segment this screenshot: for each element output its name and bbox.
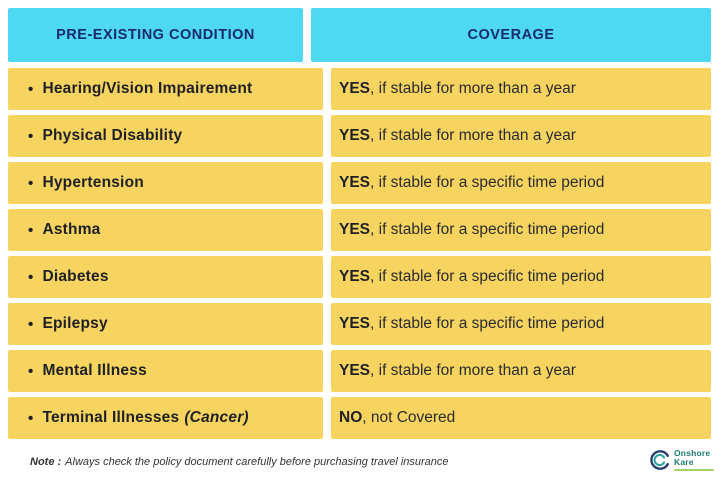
note-label: Note : (30, 456, 62, 468)
coverage-detail: , if stable for more than a year (370, 127, 576, 144)
condition-cell: • Epilepsy (8, 303, 323, 345)
condition-cell: • Asthma (8, 209, 323, 251)
coverage-cell: YES , if stable for more than a year (331, 115, 711, 157)
bullet-icon: • (28, 409, 34, 427)
condition-suffix: (Cancer) (184, 409, 249, 426)
footer-note: Note : Always check the policy document c… (30, 456, 449, 468)
bullet-icon: • (28, 174, 34, 192)
coverage-answer: YES (339, 174, 371, 191)
coverage-cell: NO , not Covered (331, 397, 711, 439)
logo-line2: Kare (674, 457, 694, 468)
table-header-row: PRE-EXISTING CONDITION COVERAGE (8, 8, 711, 62)
condition-cell: • Hypertension (8, 162, 323, 204)
coverage-cell: YES , if stable for a specific time peri… (331, 209, 711, 251)
coverage-detail: , if stable for a specific time period (370, 268, 605, 285)
bullet-icon: • (28, 127, 34, 145)
condition-label: Epilepsy (42, 315, 108, 332)
condition-cell: • Physical Disability (8, 115, 323, 157)
condition-cell: • Hearing/Vision Impairement (8, 68, 323, 110)
coverage-detail: , if stable for a specific time period (370, 315, 605, 332)
logo-line1: Onshore (674, 448, 711, 459)
coverage-detail: , if stable for a specific time period (370, 174, 605, 191)
coverage-detail: , if stable for more than a year (370, 362, 576, 379)
table-row: • Mental Illness YES , if stable for mor… (8, 350, 711, 392)
coverage-answer: YES (339, 362, 371, 379)
condition-label: Physical Disability (42, 127, 183, 144)
condition-label: Mental Illness (42, 362, 147, 379)
coverage-cell: YES , if stable for a specific time peri… (331, 303, 711, 345)
table-row: • Hearing/Vision Impairement YES , if st… (8, 68, 711, 110)
condition-label: Asthma (42, 221, 101, 238)
header-condition: PRE-EXISTING CONDITION (8, 8, 303, 62)
coverage-detail: , if stable for more than a year (370, 80, 576, 97)
onshorekare-logo-icon (650, 450, 669, 470)
header-coverage-label: COVERAGE (467, 27, 555, 43)
coverage-answer: YES (339, 268, 371, 285)
onshorekare-logo: Onshore Kare (649, 448, 714, 471)
logo-wordmark: Onshore Kare (674, 448, 714, 471)
coverage-cell: YES , if stable for a specific time peri… (331, 256, 711, 298)
coverage-detail: , not Covered (362, 409, 456, 426)
condition-label: Terminal Illnesses (42, 409, 180, 426)
coverage-cell: YES , if stable for more than a year (331, 350, 711, 392)
bullet-icon: • (28, 221, 34, 239)
condition-label: Diabetes (42, 268, 109, 285)
bullet-icon: • (28, 80, 34, 98)
table-row: • Hypertension YES , if stable for a spe… (8, 162, 711, 204)
coverage-answer: YES (339, 80, 371, 97)
coverage-answer: YES (339, 127, 371, 144)
header-condition-label: PRE-EXISTING CONDITION (56, 27, 255, 43)
coverage-answer: YES (339, 221, 371, 238)
table-row: • Asthma YES , if stable for a specific … (8, 209, 711, 251)
bullet-icon: • (28, 315, 34, 333)
coverage-detail: , if stable for a specific time period (370, 221, 605, 238)
condition-label: Hearing/Vision Impairement (42, 80, 253, 97)
bullet-icon: • (28, 268, 34, 286)
coverage-answer: NO (339, 409, 363, 426)
table-row: • Physical Disability YES , if stable fo… (8, 115, 711, 157)
coverage-table: PRE-EXISTING CONDITION COVERAGE • Hearin… (8, 8, 711, 444)
table-row: • Epilepsy YES , if stable for a specifi… (8, 303, 711, 345)
note-text: Always check the policy document careful… (65, 456, 449, 468)
coverage-answer: YES (339, 315, 371, 332)
table-row: • Terminal Illnesses (Cancer) NO , not C… (8, 397, 711, 439)
logo-tagline-line (674, 468, 714, 471)
coverage-cell: YES , if stable for a specific time peri… (331, 162, 711, 204)
condition-cell: • Terminal Illnesses (Cancer) (8, 397, 323, 439)
header-coverage: COVERAGE (311, 8, 711, 62)
table-row: • Diabetes YES , if stable for a specifi… (8, 256, 711, 298)
condition-cell: • Mental Illness (8, 350, 323, 392)
coverage-cell: YES , if stable for more than a year (331, 68, 711, 110)
bullet-icon: • (28, 362, 34, 380)
condition-label: Hypertension (42, 174, 144, 191)
condition-cell: • Diabetes (8, 256, 323, 298)
